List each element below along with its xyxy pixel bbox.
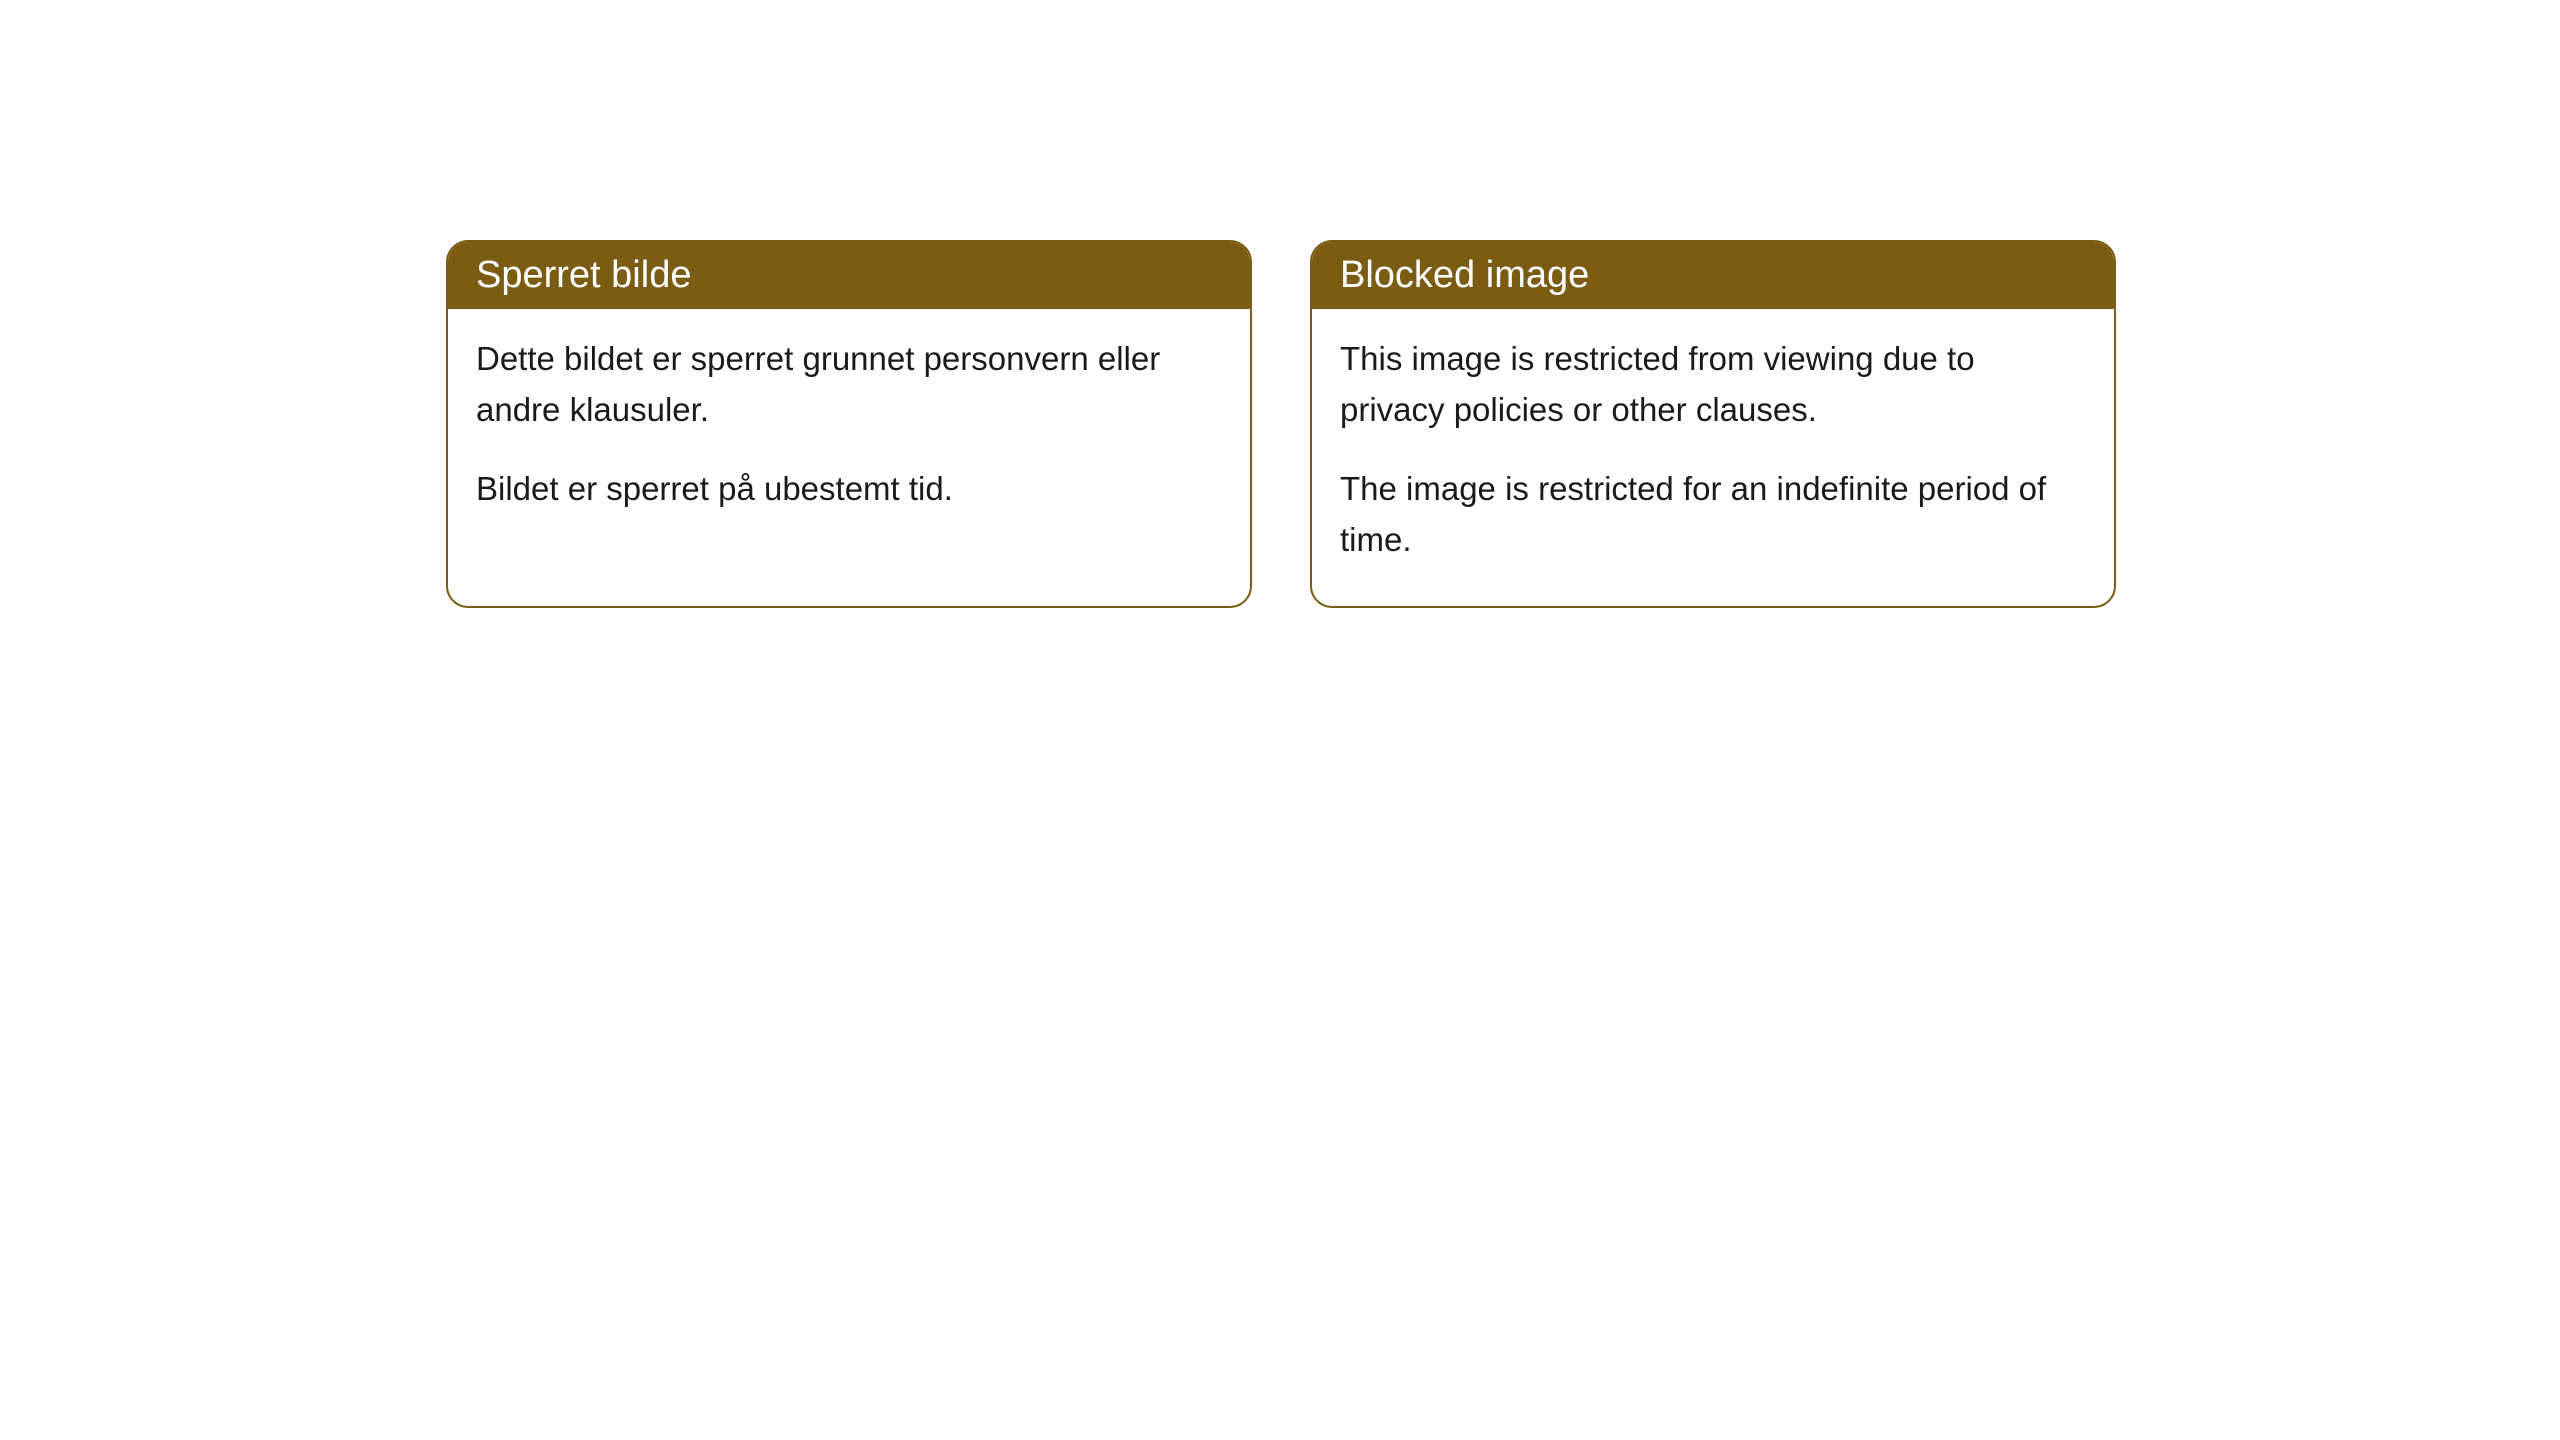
card-body: Dette bildet er sperret grunnet personve… (448, 309, 1250, 554)
card-body: This image is restricted from viewing du… (1312, 309, 2114, 606)
card-para-1: Dette bildet er sperret grunnet personve… (476, 333, 1222, 435)
notice-card-english: Blocked image This image is restricted f… (1310, 240, 2116, 608)
card-para-2: The image is restricted for an indefinit… (1340, 463, 2086, 565)
card-header: Blocked image (1312, 242, 2114, 309)
card-header: Sperret bilde (448, 242, 1250, 309)
card-para-2: Bildet er sperret på ubestemt tid. (476, 463, 1222, 514)
notice-container: Sperret bilde Dette bildet er sperret gr… (0, 0, 2560, 608)
card-title: Blocked image (1340, 254, 1589, 296)
notice-card-norwegian: Sperret bilde Dette bildet er sperret gr… (446, 240, 1252, 608)
card-title: Sperret bilde (476, 254, 691, 296)
card-para-1: This image is restricted from viewing du… (1340, 333, 2086, 435)
